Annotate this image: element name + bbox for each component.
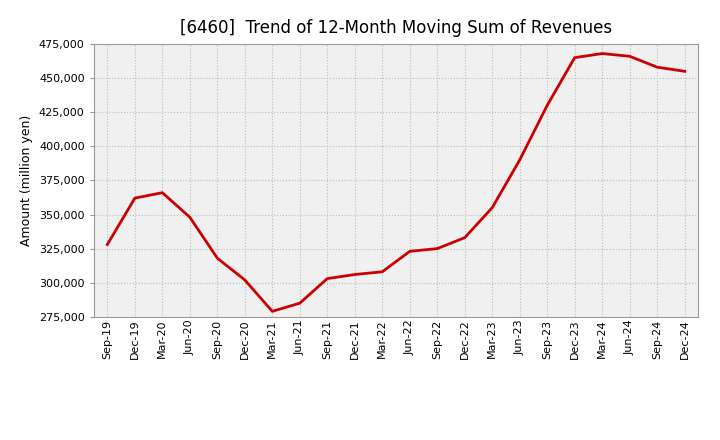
Title: [6460]  Trend of 12-Month Moving Sum of Revenues: [6460] Trend of 12-Month Moving Sum of R… (180, 19, 612, 37)
Y-axis label: Amount (million yen): Amount (million yen) (20, 115, 33, 246)
